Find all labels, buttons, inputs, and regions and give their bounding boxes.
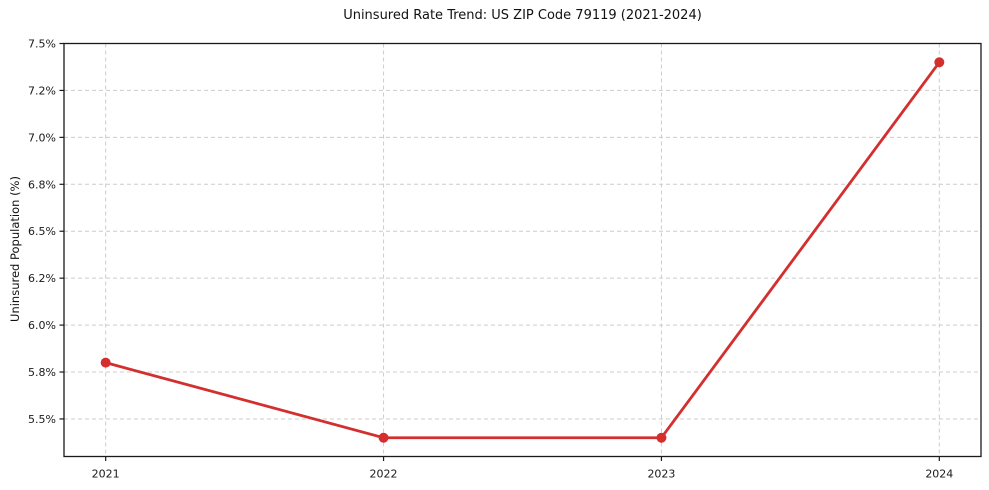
x-tick-label: 2021 — [92, 468, 120, 481]
y-tick-label: 6.2% — [28, 272, 56, 285]
plot-border — [63, 42, 982, 458]
data-point — [100, 357, 111, 368]
y-tick-label: 7.2% — [28, 84, 56, 97]
y-tick-label: 5.8% — [28, 366, 56, 379]
y-tick-label: 5.5% — [28, 413, 56, 426]
x-tick-label: 2024 — [925, 468, 953, 481]
y-tick-label: 6.0% — [28, 319, 56, 332]
y-tick-label: 6.8% — [28, 178, 56, 191]
y-tick-label: 7.0% — [28, 131, 56, 144]
data-point — [378, 432, 389, 443]
data-point — [656, 432, 667, 443]
chart-title: Uninsured Rate Trend: US ZIP Code 79119 … — [343, 8, 702, 23]
data-line — [104, 60, 941, 440]
data-point — [934, 57, 945, 68]
x-tick-label: 2022 — [370, 468, 398, 481]
x-tick-label: 2023 — [647, 468, 675, 481]
y-tick-label: 6.5% — [28, 225, 56, 238]
y-tick-label: 7.5% — [28, 38, 56, 51]
